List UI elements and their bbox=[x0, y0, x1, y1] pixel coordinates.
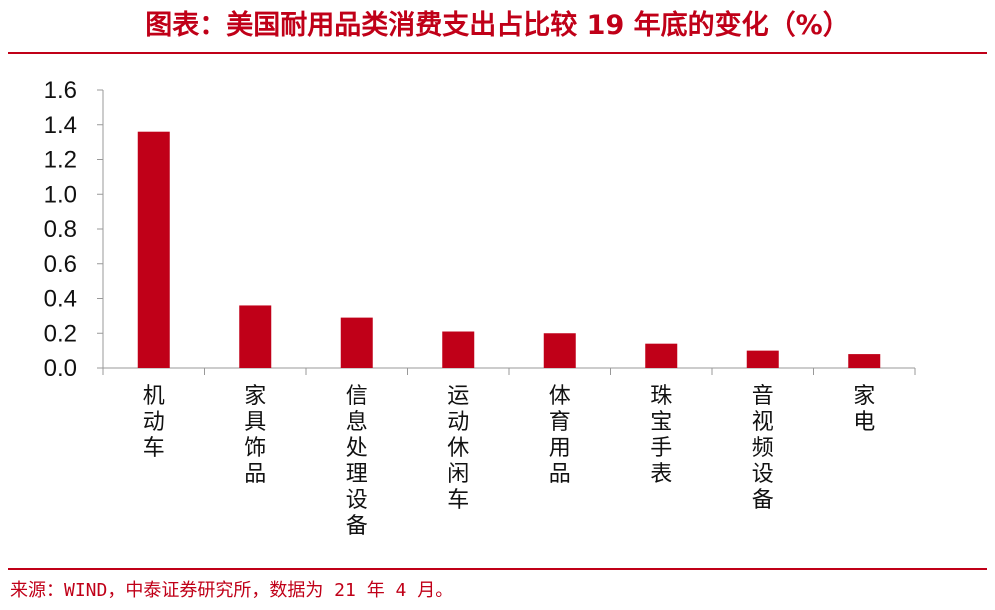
y-tick-label: 0.0 bbox=[44, 355, 77, 382]
category-label-char: 车 bbox=[447, 488, 469, 513]
category-label-char: 视 bbox=[752, 410, 774, 435]
category-label-char: 手 bbox=[650, 436, 672, 461]
category-label-char: 息 bbox=[346, 410, 368, 435]
category-label-char: 机 bbox=[143, 384, 165, 409]
category-label-char: 设 bbox=[346, 488, 368, 513]
category-label-char: 动 bbox=[447, 410, 469, 435]
category-label-char: 体 bbox=[549, 384, 571, 409]
category-label-char: 频 bbox=[752, 436, 774, 461]
y-tick-label: 0.6 bbox=[44, 251, 77, 278]
category-label-char: 品 bbox=[244, 462, 266, 487]
category-label-char: 具 bbox=[244, 410, 266, 435]
category-label-char: 电 bbox=[853, 410, 875, 435]
category-label-char: 休 bbox=[447, 436, 469, 461]
y-tick-label: 0.8 bbox=[44, 216, 77, 243]
title-divider bbox=[8, 52, 987, 54]
category-label-char: 理 bbox=[346, 462, 368, 487]
bar bbox=[340, 317, 373, 368]
y-axis: 0.0 0.2 0.4 0.6 0.8 1.0 1.2 1.4 1.6 bbox=[44, 77, 104, 382]
x-axis bbox=[102, 367, 916, 375]
category-label-char: 备 bbox=[346, 514, 368, 539]
category-label-char: 车 bbox=[143, 436, 165, 461]
category-label-char: 动 bbox=[143, 410, 165, 435]
bar bbox=[239, 305, 272, 368]
category-label-char: 用 bbox=[549, 436, 571, 461]
y-tick-label: 1.6 bbox=[44, 77, 77, 104]
category-label-char: 运 bbox=[447, 384, 469, 409]
bars bbox=[137, 131, 881, 368]
y-tick-label: 1.2 bbox=[44, 147, 77, 174]
category-label: 机动车 bbox=[143, 384, 165, 461]
category-label-char: 珠 bbox=[650, 384, 672, 409]
category-label-char: 处 bbox=[346, 436, 368, 461]
category-label-char: 家 bbox=[244, 384, 266, 409]
category-label-char: 育 bbox=[549, 410, 571, 435]
bar-chart: 0.00.20.40.60.81.01.21.41.6 机动车家具饰品信息处理设… bbox=[44, 77, 916, 539]
category-label-char: 表 bbox=[650, 462, 672, 487]
bar bbox=[442, 331, 475, 368]
category-label: 家电 bbox=[853, 384, 875, 435]
category-label-char: 宝 bbox=[650, 410, 672, 435]
bar bbox=[848, 354, 881, 368]
category-label-char: 饰 bbox=[244, 436, 266, 461]
category-label-char: 信 bbox=[346, 384, 368, 409]
category-label-char: 闲 bbox=[447, 462, 469, 487]
bar bbox=[746, 350, 779, 368]
category-label-char: 品 bbox=[549, 462, 571, 487]
y-tick-label: 1.0 bbox=[44, 181, 77, 208]
y-tick-label: 0.4 bbox=[44, 286, 77, 313]
bar bbox=[137, 131, 170, 368]
y-tick-label: 0.2 bbox=[44, 320, 77, 347]
footer-divider bbox=[8, 568, 987, 570]
source-note: 来源：WIND，中泰证券研究所，数据为 21 年 4 月。 bbox=[10, 580, 454, 601]
bar bbox=[645, 343, 678, 368]
chart-title: 图表：美国耐用品类消费支出占比较 19 年底的变化（%） bbox=[145, 10, 850, 41]
bar bbox=[543, 333, 576, 368]
y-tick-label: 1.4 bbox=[44, 112, 77, 139]
category-label-char: 音 bbox=[752, 384, 774, 409]
category-label-char: 备 bbox=[752, 488, 774, 513]
category-label-char: 设 bbox=[752, 462, 774, 487]
category-label-char: 家 bbox=[853, 384, 875, 409]
